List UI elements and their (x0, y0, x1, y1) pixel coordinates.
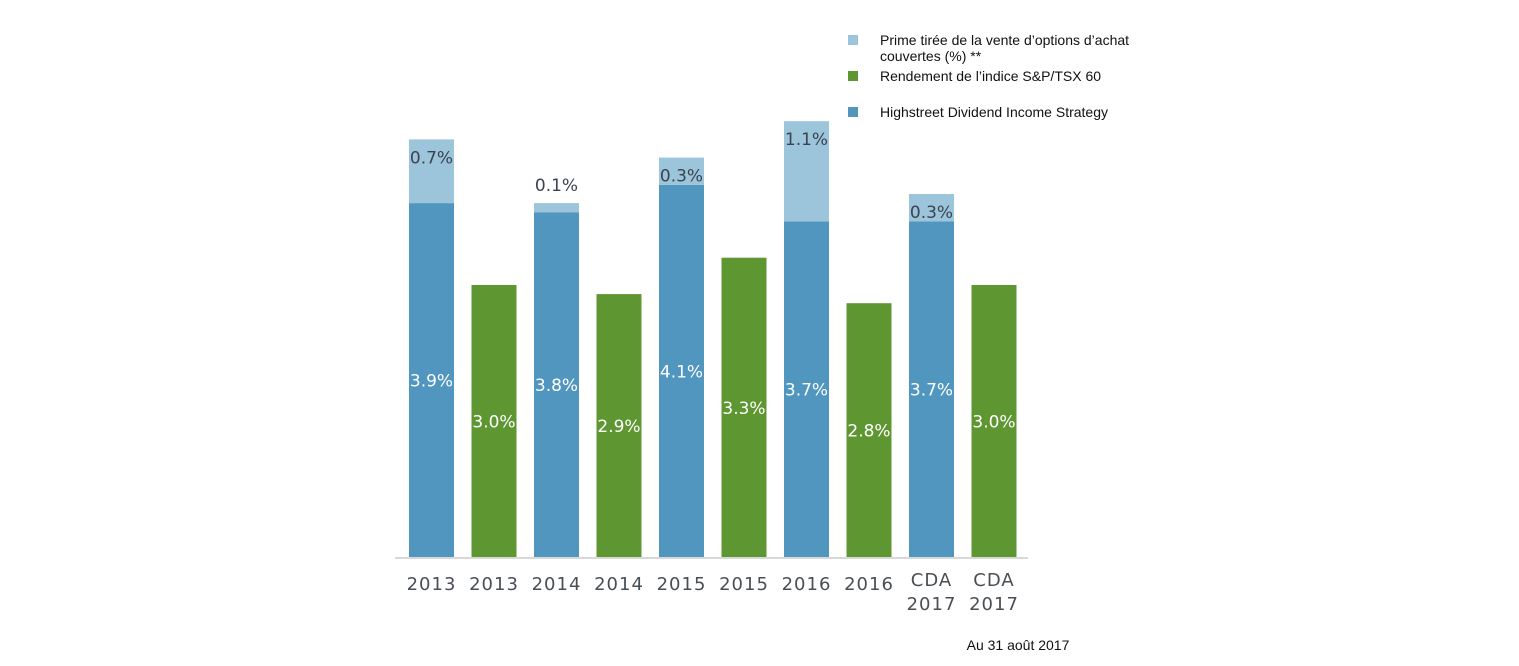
x-tick-label-line: 2013 (469, 574, 519, 595)
x-tick-label-line: 2017 (969, 594, 1019, 615)
strategy-bar (534, 212, 579, 558)
premium-bar (659, 157, 704, 185)
index-bar-group: 3.0% (971, 285, 1017, 558)
strategy-bar-group: 3.7% 1.1% (784, 121, 829, 559)
legend-swatch (848, 71, 858, 81)
bar-value-label: 3.3% (722, 399, 765, 419)
premium-bar (409, 139, 454, 204)
legend-label: Highstreet Dividend Income Strategy (880, 104, 1108, 120)
strategy-bar-group: 4.1% 0.3% (659, 157, 704, 558)
premium-bar (909, 194, 954, 222)
premium-bar (534, 203, 579, 213)
x-tick-label: CDA 2017 (907, 570, 957, 615)
bar-value-label: 3.0% (472, 413, 515, 433)
premium-bar (784, 121, 829, 222)
legend-item: Prime tirée de la vente d’options d’acha… (848, 32, 1129, 64)
bar-value-label: 3.7% (910, 381, 953, 401)
strategy-bar-group: 3.7% 0.3% (909, 194, 954, 559)
premium-value-label: 0.7% (410, 148, 453, 168)
strategy-bar (659, 184, 704, 558)
x-tick-label-line: 2016 (844, 574, 894, 595)
strategy-bar-group: 3.8% 0.1% (534, 176, 579, 558)
legend-swatch (848, 107, 858, 117)
x-tick-label-line: 2015 (657, 574, 707, 595)
legend-label-line: Highstreet Dividend Income Strategy (880, 104, 1108, 120)
x-tick-label-line: 2015 (719, 574, 769, 595)
x-tick-label: 2013 (407, 574, 457, 595)
x-tick-label: 2014 (594, 574, 644, 595)
premium-value-label: 0.3% (910, 203, 953, 223)
index-bar (846, 303, 892, 558)
x-tick-label-line: 2014 (594, 574, 644, 595)
bar-value-label: 3.7% (785, 381, 828, 401)
bar-value-label: 4.1% (660, 362, 703, 382)
strategy-bar-group: 3.9% 0.7% (409, 139, 454, 558)
bars-group: 3.9% 0.7% 3.0% 3.8% 0.1% 2.9% 4.1% 0.3% 3.3% 3.7%… (409, 121, 1017, 559)
index-bar-group: 2.8% (846, 303, 892, 558)
x-tick-label: 2016 (844, 574, 894, 595)
legend-label-line: couvertes (%) ** (880, 48, 982, 64)
x-tick-label: 2015 (657, 574, 707, 595)
bar-value-label: 3.8% (535, 376, 578, 396)
strategy-bar (784, 221, 829, 559)
x-tick-label: 2016 (782, 574, 832, 595)
x-tick-label: 2015 (719, 574, 769, 595)
date-note: Au 31 août 2017 (967, 637, 1070, 653)
index-bar (596, 294, 642, 558)
index-bar-group: 3.0% (471, 285, 517, 558)
legend: Prime tirée de la vente d’options d’acha… (848, 32, 1129, 120)
legend-swatch (848, 35, 858, 45)
bar-value-label: 2.8% (847, 422, 890, 442)
index-bar (721, 257, 767, 558)
index-bar-group: 2.9% (596, 294, 642, 558)
premium-value-label: 0.3% (660, 167, 703, 187)
legend-label: Rendement de l’indice S&P/TSX 60 (880, 68, 1101, 84)
x-tick-label-line: 2014 (532, 574, 582, 595)
bar-value-label: 3.0% (972, 413, 1015, 433)
index-bar (971, 285, 1017, 558)
legend-label-line: Prime tirée de la vente d’options d’acha… (880, 32, 1129, 48)
index-bar (471, 285, 517, 558)
x-tick-label-line: 2016 (782, 574, 832, 595)
x-tick-label: 2013 (469, 574, 519, 595)
x-tick-label: 2014 (532, 574, 582, 595)
strategy-bar (909, 221, 954, 559)
legend-label-line: Rendement de l’indice S&P/TSX 60 (880, 68, 1101, 84)
strategy-bar (409, 203, 454, 558)
premium-value-label: 1.1% (785, 130, 828, 150)
x-tick-label-line: 2017 (907, 594, 957, 615)
index-bar-group: 3.3% (721, 257, 767, 558)
x-tick-label: CDA 2017 (969, 570, 1019, 615)
x-tick-label-line: CDA (973, 570, 1014, 591)
x-tick-label-line: 2013 (407, 574, 457, 595)
legend-label: Prime tirée de la vente d’options d’acha… (880, 32, 1129, 64)
bar-value-label: 2.9% (597, 417, 640, 437)
legend-item: Highstreet Dividend Income Strategy (848, 104, 1108, 120)
premium-value-label: 0.1% (535, 176, 578, 196)
x-tick-labels: 2013 2013 2014 2014 2015 2015 2016 2016 CDA 2017C… (407, 570, 1019, 615)
legend-item: Rendement de l’indice S&P/TSX 60 (848, 68, 1101, 84)
x-tick-label-line: CDA (911, 570, 952, 591)
bar-value-label: 3.9% (410, 372, 453, 392)
